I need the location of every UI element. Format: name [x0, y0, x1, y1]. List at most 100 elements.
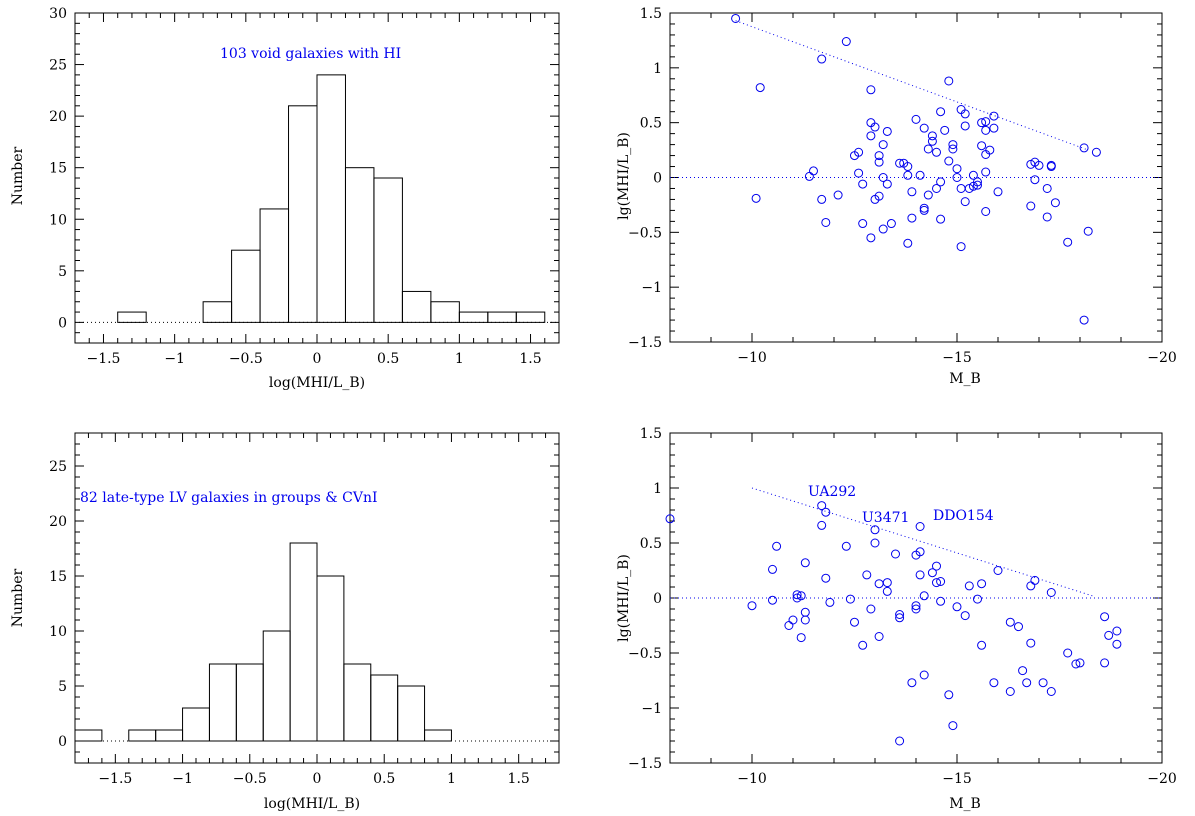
histogram-bar — [370, 674, 399, 742]
x-axis-label: log(MHI/L_B) — [269, 375, 365, 391]
data-point — [927, 136, 937, 146]
y-tick-label: 25 — [49, 58, 67, 74]
trend-line — [735, 20, 1089, 151]
data-point — [932, 578, 941, 588]
y-tick-label: −1.5 — [628, 756, 662, 772]
x-tick-label: 1.5 — [508, 771, 530, 787]
data-point — [804, 171, 814, 181]
data-point — [1071, 659, 1081, 669]
y-tick-label: 0 — [58, 315, 67, 331]
data-point — [870, 122, 880, 132]
data-point — [1112, 639, 1122, 649]
data-point — [874, 151, 884, 161]
data-point — [891, 549, 900, 559]
data-point — [878, 173, 888, 182]
data-point — [866, 85, 876, 95]
data-point — [952, 602, 962, 612]
histogram-bar — [316, 74, 346, 323]
data-point — [989, 123, 999, 133]
histogram-bar — [397, 685, 426, 742]
y-tick-label: 1 — [653, 61, 662, 77]
data-point — [874, 579, 884, 589]
data-point — [968, 170, 978, 180]
histogram-bar — [128, 729, 157, 742]
data-point — [960, 611, 970, 621]
point-annotation-u3471: U3471 — [862, 510, 909, 526]
data-point — [956, 183, 966, 193]
data-point — [1026, 201, 1036, 211]
data-point — [977, 141, 987, 151]
data-point — [796, 633, 806, 643]
x-tick-label: −15 — [942, 771, 972, 787]
y-tick-label: 0.5 — [640, 536, 662, 552]
x-tick-label: 0.5 — [373, 771, 395, 787]
data-point — [993, 187, 1003, 197]
data-point — [731, 13, 741, 23]
data-point — [903, 170, 913, 180]
data-point — [895, 736, 905, 746]
data-point — [981, 206, 991, 216]
y-axis-label: Number — [10, 568, 26, 627]
data-point — [960, 109, 970, 119]
data-point — [948, 144, 958, 154]
data-point — [1026, 581, 1036, 591]
data-point — [878, 140, 888, 150]
data-point — [895, 158, 905, 168]
x-tick-label: 0.5 — [377, 351, 399, 367]
y-tick-label: −0.5 — [628, 225, 662, 241]
y-tick-label: 0 — [58, 734, 67, 750]
data-point — [1063, 648, 1073, 658]
histogram-annotation: 82 late-type LV galaxies in groups & CVn… — [80, 490, 378, 506]
data-point — [886, 219, 896, 229]
data-point — [915, 170, 925, 180]
data-point — [1030, 575, 1040, 585]
histogram-bar — [344, 167, 375, 323]
x-axis-label: M_B — [949, 796, 981, 812]
data-point — [977, 579, 987, 589]
data-point — [874, 191, 884, 201]
data-point — [911, 601, 921, 611]
data-point — [936, 577, 946, 586]
data-point — [1034, 160, 1044, 170]
data-point — [915, 570, 925, 580]
x-tick-label: 1 — [455, 351, 464, 367]
data-point — [927, 568, 937, 578]
y-tick-label: 15 — [49, 569, 67, 585]
data-point — [923, 144, 933, 154]
histogram-bar — [74, 729, 103, 742]
data-point — [1075, 658, 1085, 668]
data-point — [944, 76, 954, 86]
data-point — [981, 167, 991, 177]
data-point — [817, 501, 827, 511]
data-point — [800, 607, 810, 617]
x-tick-label: −10 — [737, 771, 767, 787]
histogram-annotation: 103 void galaxies with HI — [220, 46, 401, 62]
histogram-bar — [373, 177, 403, 323]
y-tick-label: 1.5 — [640, 6, 662, 22]
histogram-bar — [487, 311, 517, 323]
y-tick-label: 1 — [653, 481, 662, 497]
data-point — [866, 233, 876, 243]
data-point — [936, 596, 946, 606]
y-tick-label: 0 — [653, 591, 662, 607]
x-tick-label: −15 — [942, 350, 972, 366]
point-annotation-ddo154: DDO154 — [933, 508, 994, 524]
x-tick-label: 0 — [313, 351, 322, 367]
plot-frame — [669, 12, 1163, 343]
data-point — [944, 690, 954, 700]
data-point — [1018, 666, 1028, 676]
lv-histogram-panel: 82 late-type LV galaxies in groups & CVn… — [10, 432, 560, 812]
data-point — [1100, 658, 1110, 668]
data-point — [923, 190, 933, 200]
data-point — [973, 180, 982, 190]
data-point — [895, 613, 905, 623]
y-tick-label: 30 — [49, 6, 67, 22]
data-point — [792, 590, 802, 600]
data-point — [989, 678, 999, 688]
data-point — [862, 570, 872, 580]
x-tick-label: −0.5 — [229, 351, 263, 367]
data-point — [1100, 612, 1110, 622]
data-point — [817, 54, 827, 64]
data-point — [936, 214, 946, 224]
